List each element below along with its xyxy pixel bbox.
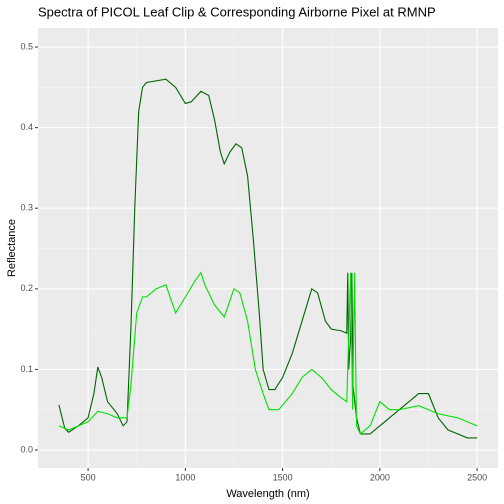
y-axis-label: Reflectance — [6, 219, 18, 277]
y-tick-label: 0.0 — [20, 444, 33, 454]
y-tick-label: 0.2 — [20, 283, 33, 293]
x-tick-label: 500 — [81, 472, 96, 482]
y-tick-label: 0.4 — [20, 122, 33, 132]
y-tick-label: 0.1 — [20, 364, 33, 374]
x-tick-label: 2000 — [370, 472, 390, 482]
plot-panel — [38, 28, 498, 468]
series-line — [58, 271, 478, 435]
chart-title: Spectra of PICOL Leaf Clip & Correspondi… — [38, 4, 436, 19]
x-tick-label: 1000 — [175, 472, 195, 482]
y-tick-label: 0.5 — [20, 41, 33, 51]
x-axis-label: Wavelength (nm) — [226, 488, 309, 500]
x-tick-label: 2500 — [467, 472, 487, 482]
y-tick-label: 0.3 — [20, 203, 33, 213]
x-tick-label: 1500 — [273, 472, 293, 482]
